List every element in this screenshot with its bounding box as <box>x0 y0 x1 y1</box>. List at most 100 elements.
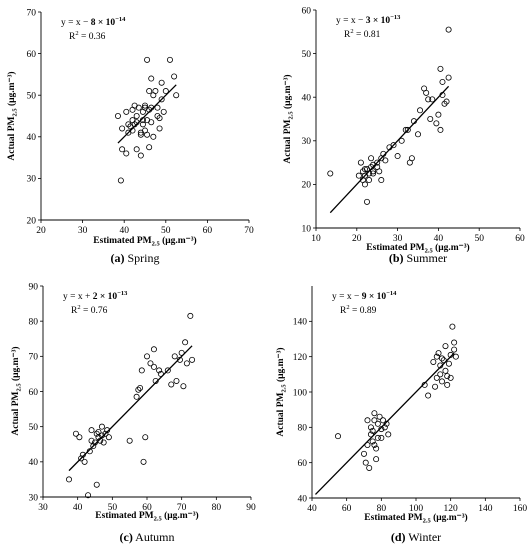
data-point <box>449 323 456 330</box>
x-tick-label: 20 <box>36 226 46 236</box>
data-point <box>451 346 458 353</box>
data-point <box>93 430 100 437</box>
x-axis-label: Estimated PM2.5 (μg.m⁻³) <box>364 512 467 525</box>
data-point <box>156 115 163 122</box>
x-tick-label: 10 <box>311 234 321 244</box>
x-tick-label: 80 <box>377 504 387 514</box>
data-point <box>135 104 142 111</box>
data-point <box>156 367 163 374</box>
x-tick-label: 120 <box>444 504 459 514</box>
data-point <box>173 92 180 99</box>
panel-caption: (a) Spring <box>110 251 159 265</box>
data-point <box>88 437 95 444</box>
panel-spring: 20 30 40 50 60 70 20 30 40 50 60 70 y = x − 8 × 10… <box>6 8 254 265</box>
data-point <box>374 159 381 166</box>
data-point <box>435 350 442 357</box>
data-point <box>373 456 380 463</box>
data-point <box>445 74 452 81</box>
data-point <box>168 381 175 388</box>
y-tick-label: 30 <box>302 137 312 147</box>
data-point <box>404 126 411 133</box>
data-point <box>447 374 454 381</box>
data-point <box>366 464 373 471</box>
data-point <box>123 150 130 157</box>
y-tick-label: 90 <box>29 282 39 292</box>
x-tick-label: 80 <box>212 503 222 513</box>
data-point <box>371 410 378 417</box>
y-tick-label: 120 <box>293 353 308 363</box>
data-point <box>373 445 380 452</box>
data-point <box>357 159 364 166</box>
data-point <box>85 492 92 499</box>
data-point <box>452 353 459 360</box>
data-point <box>334 433 341 440</box>
data-point <box>451 339 458 346</box>
data-point <box>369 438 376 445</box>
x-tick-label: 60 <box>203 226 213 236</box>
data-point <box>158 79 165 86</box>
data-point <box>370 168 377 175</box>
y-tick-label: 50 <box>302 50 312 60</box>
data-point <box>150 363 157 370</box>
panel-summer: 10 20 30 40 50 60 10 20 30 40 50 60 y = x − 3 × 10… <box>282 6 525 265</box>
data-point <box>183 360 190 367</box>
data-point <box>433 353 440 360</box>
y-axis-label: Actual PM2.5 (μg.m⁻³) <box>275 347 288 436</box>
data-point <box>394 153 401 160</box>
data-point <box>360 450 367 457</box>
fit-line <box>329 85 450 214</box>
y-tick-label: 40 <box>298 494 308 504</box>
x-tick-label: 30 <box>78 226 88 236</box>
x-tick-label: 50 <box>474 234 484 244</box>
y-tick-group: 40 60 80 100 120 140 <box>293 318 312 504</box>
x-tick-label: 50 <box>108 503 118 513</box>
x-tick-label: 50 <box>161 226 171 236</box>
r-squared-label: R2 = 0.89 <box>340 304 377 316</box>
data-point <box>166 56 173 63</box>
x-tick-label: 70 <box>244 226 254 236</box>
data-point <box>363 198 370 205</box>
data-point <box>143 353 150 360</box>
data-point <box>376 413 383 420</box>
data-point <box>117 177 124 184</box>
y-tick-label: 50 <box>27 92 37 102</box>
y-tick-label: 20 <box>27 216 37 226</box>
data-point <box>361 166 368 173</box>
data-point <box>443 98 450 105</box>
data-point <box>374 163 381 170</box>
data-point <box>173 377 180 384</box>
x-tick-label: 160 <box>513 504 528 514</box>
data-point <box>114 113 121 120</box>
data-point <box>423 89 430 96</box>
data-point <box>430 358 437 365</box>
x-tick-label: 70 <box>177 503 187 513</box>
data-point <box>374 420 381 427</box>
y-tick-label: 60 <box>27 50 37 60</box>
data-point <box>369 427 376 434</box>
y-tick-label: 60 <box>29 388 39 398</box>
y-tick-label: 80 <box>29 317 39 327</box>
r-squared-label: R2 = 0.81 <box>344 28 381 40</box>
x-tick-label: 20 <box>352 234 362 244</box>
y-tick-label: 60 <box>302 6 312 16</box>
data-point <box>437 371 444 378</box>
data-point <box>368 155 375 162</box>
data-point <box>105 434 112 441</box>
data-point <box>438 378 445 385</box>
y-tick-label: 70 <box>29 353 39 363</box>
data-point <box>435 111 442 118</box>
x-tick-label: 30 <box>38 503 48 513</box>
y-tick-label: 140 <box>293 318 308 328</box>
y-tick-group: 30 40 50 60 70 80 90 <box>29 282 43 503</box>
data-point <box>98 423 105 430</box>
data-point <box>425 96 432 103</box>
data-point <box>180 383 187 390</box>
data-point <box>408 155 415 162</box>
data-point <box>138 367 145 374</box>
data-points <box>66 312 196 499</box>
x-tick-label: 60 <box>142 503 152 513</box>
data-point <box>81 458 88 465</box>
data-point <box>144 56 151 63</box>
x-tick-label: 40 <box>73 503 83 513</box>
data-point <box>133 146 140 153</box>
